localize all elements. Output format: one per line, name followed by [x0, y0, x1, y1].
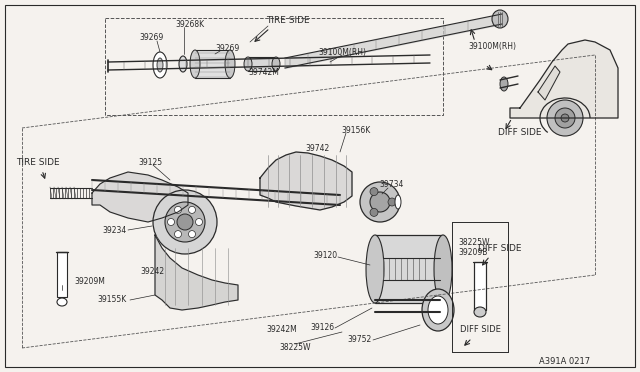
- Circle shape: [547, 100, 583, 136]
- Polygon shape: [510, 40, 618, 118]
- Text: 38225W: 38225W: [458, 237, 490, 247]
- Circle shape: [195, 218, 202, 225]
- Circle shape: [177, 214, 193, 230]
- Text: 39269: 39269: [140, 32, 164, 42]
- Text: 39209M: 39209M: [74, 278, 105, 286]
- Text: TIRE SIDE: TIRE SIDE: [16, 157, 60, 167]
- Bar: [248, 57, 276, 71]
- Bar: [375, 235, 443, 303]
- Bar: [195, 50, 230, 78]
- Circle shape: [175, 231, 182, 238]
- Text: DIFF SIDE: DIFF SIDE: [460, 326, 500, 334]
- Circle shape: [370, 187, 378, 196]
- Circle shape: [370, 192, 390, 212]
- Text: 39100M(RH): 39100M(RH): [318, 48, 366, 57]
- Bar: [105, 18, 443, 115]
- Ellipse shape: [272, 57, 280, 71]
- Ellipse shape: [428, 296, 448, 324]
- Ellipse shape: [153, 52, 167, 78]
- Text: 39156K: 39156K: [341, 125, 371, 135]
- Text: 39234: 39234: [103, 225, 127, 234]
- Text: DIFF SIDE: DIFF SIDE: [499, 128, 541, 137]
- Circle shape: [153, 190, 217, 254]
- Ellipse shape: [474, 307, 486, 317]
- Circle shape: [189, 206, 195, 214]
- Ellipse shape: [179, 56, 187, 72]
- Text: 39155K: 39155K: [97, 295, 127, 305]
- Circle shape: [555, 108, 575, 128]
- Polygon shape: [260, 152, 352, 210]
- Ellipse shape: [157, 58, 163, 72]
- Polygon shape: [92, 172, 188, 222]
- Ellipse shape: [395, 195, 401, 209]
- Text: 39100M(RH): 39100M(RH): [468, 42, 516, 51]
- Circle shape: [175, 206, 182, 214]
- Text: 39126: 39126: [310, 324, 334, 333]
- Text: 39752: 39752: [348, 336, 372, 344]
- Text: 39742M: 39742M: [248, 67, 280, 77]
- Ellipse shape: [434, 235, 452, 303]
- Text: 39209B: 39209B: [458, 247, 488, 257]
- Ellipse shape: [492, 10, 508, 28]
- Text: 39742: 39742: [306, 144, 330, 153]
- Text: TIRE SIDE: TIRE SIDE: [266, 16, 310, 25]
- Text: 39734: 39734: [380, 180, 404, 189]
- Text: A391A 0217: A391A 0217: [539, 357, 590, 366]
- Circle shape: [360, 182, 400, 222]
- Text: 39120: 39120: [313, 250, 337, 260]
- Text: 39269: 39269: [216, 44, 240, 52]
- Circle shape: [370, 208, 378, 217]
- Text: DIFF SIDE: DIFF SIDE: [478, 244, 522, 253]
- Circle shape: [168, 218, 175, 225]
- Text: 38225W: 38225W: [279, 343, 311, 352]
- Circle shape: [189, 231, 195, 238]
- Ellipse shape: [225, 50, 235, 78]
- Ellipse shape: [244, 57, 252, 71]
- Text: 39125: 39125: [138, 157, 162, 167]
- Ellipse shape: [190, 50, 200, 78]
- Circle shape: [561, 114, 569, 122]
- Polygon shape: [155, 235, 238, 310]
- Circle shape: [388, 198, 396, 206]
- Bar: [57, 252, 67, 297]
- Ellipse shape: [500, 77, 508, 91]
- Text: 39242: 39242: [140, 267, 164, 276]
- Polygon shape: [538, 66, 560, 100]
- Ellipse shape: [366, 235, 384, 303]
- Ellipse shape: [57, 298, 67, 306]
- Text: 39242M: 39242M: [267, 326, 298, 334]
- Circle shape: [165, 202, 205, 242]
- Bar: [474, 262, 486, 310]
- Ellipse shape: [422, 289, 454, 331]
- Text: 39268K: 39268K: [175, 19, 205, 29]
